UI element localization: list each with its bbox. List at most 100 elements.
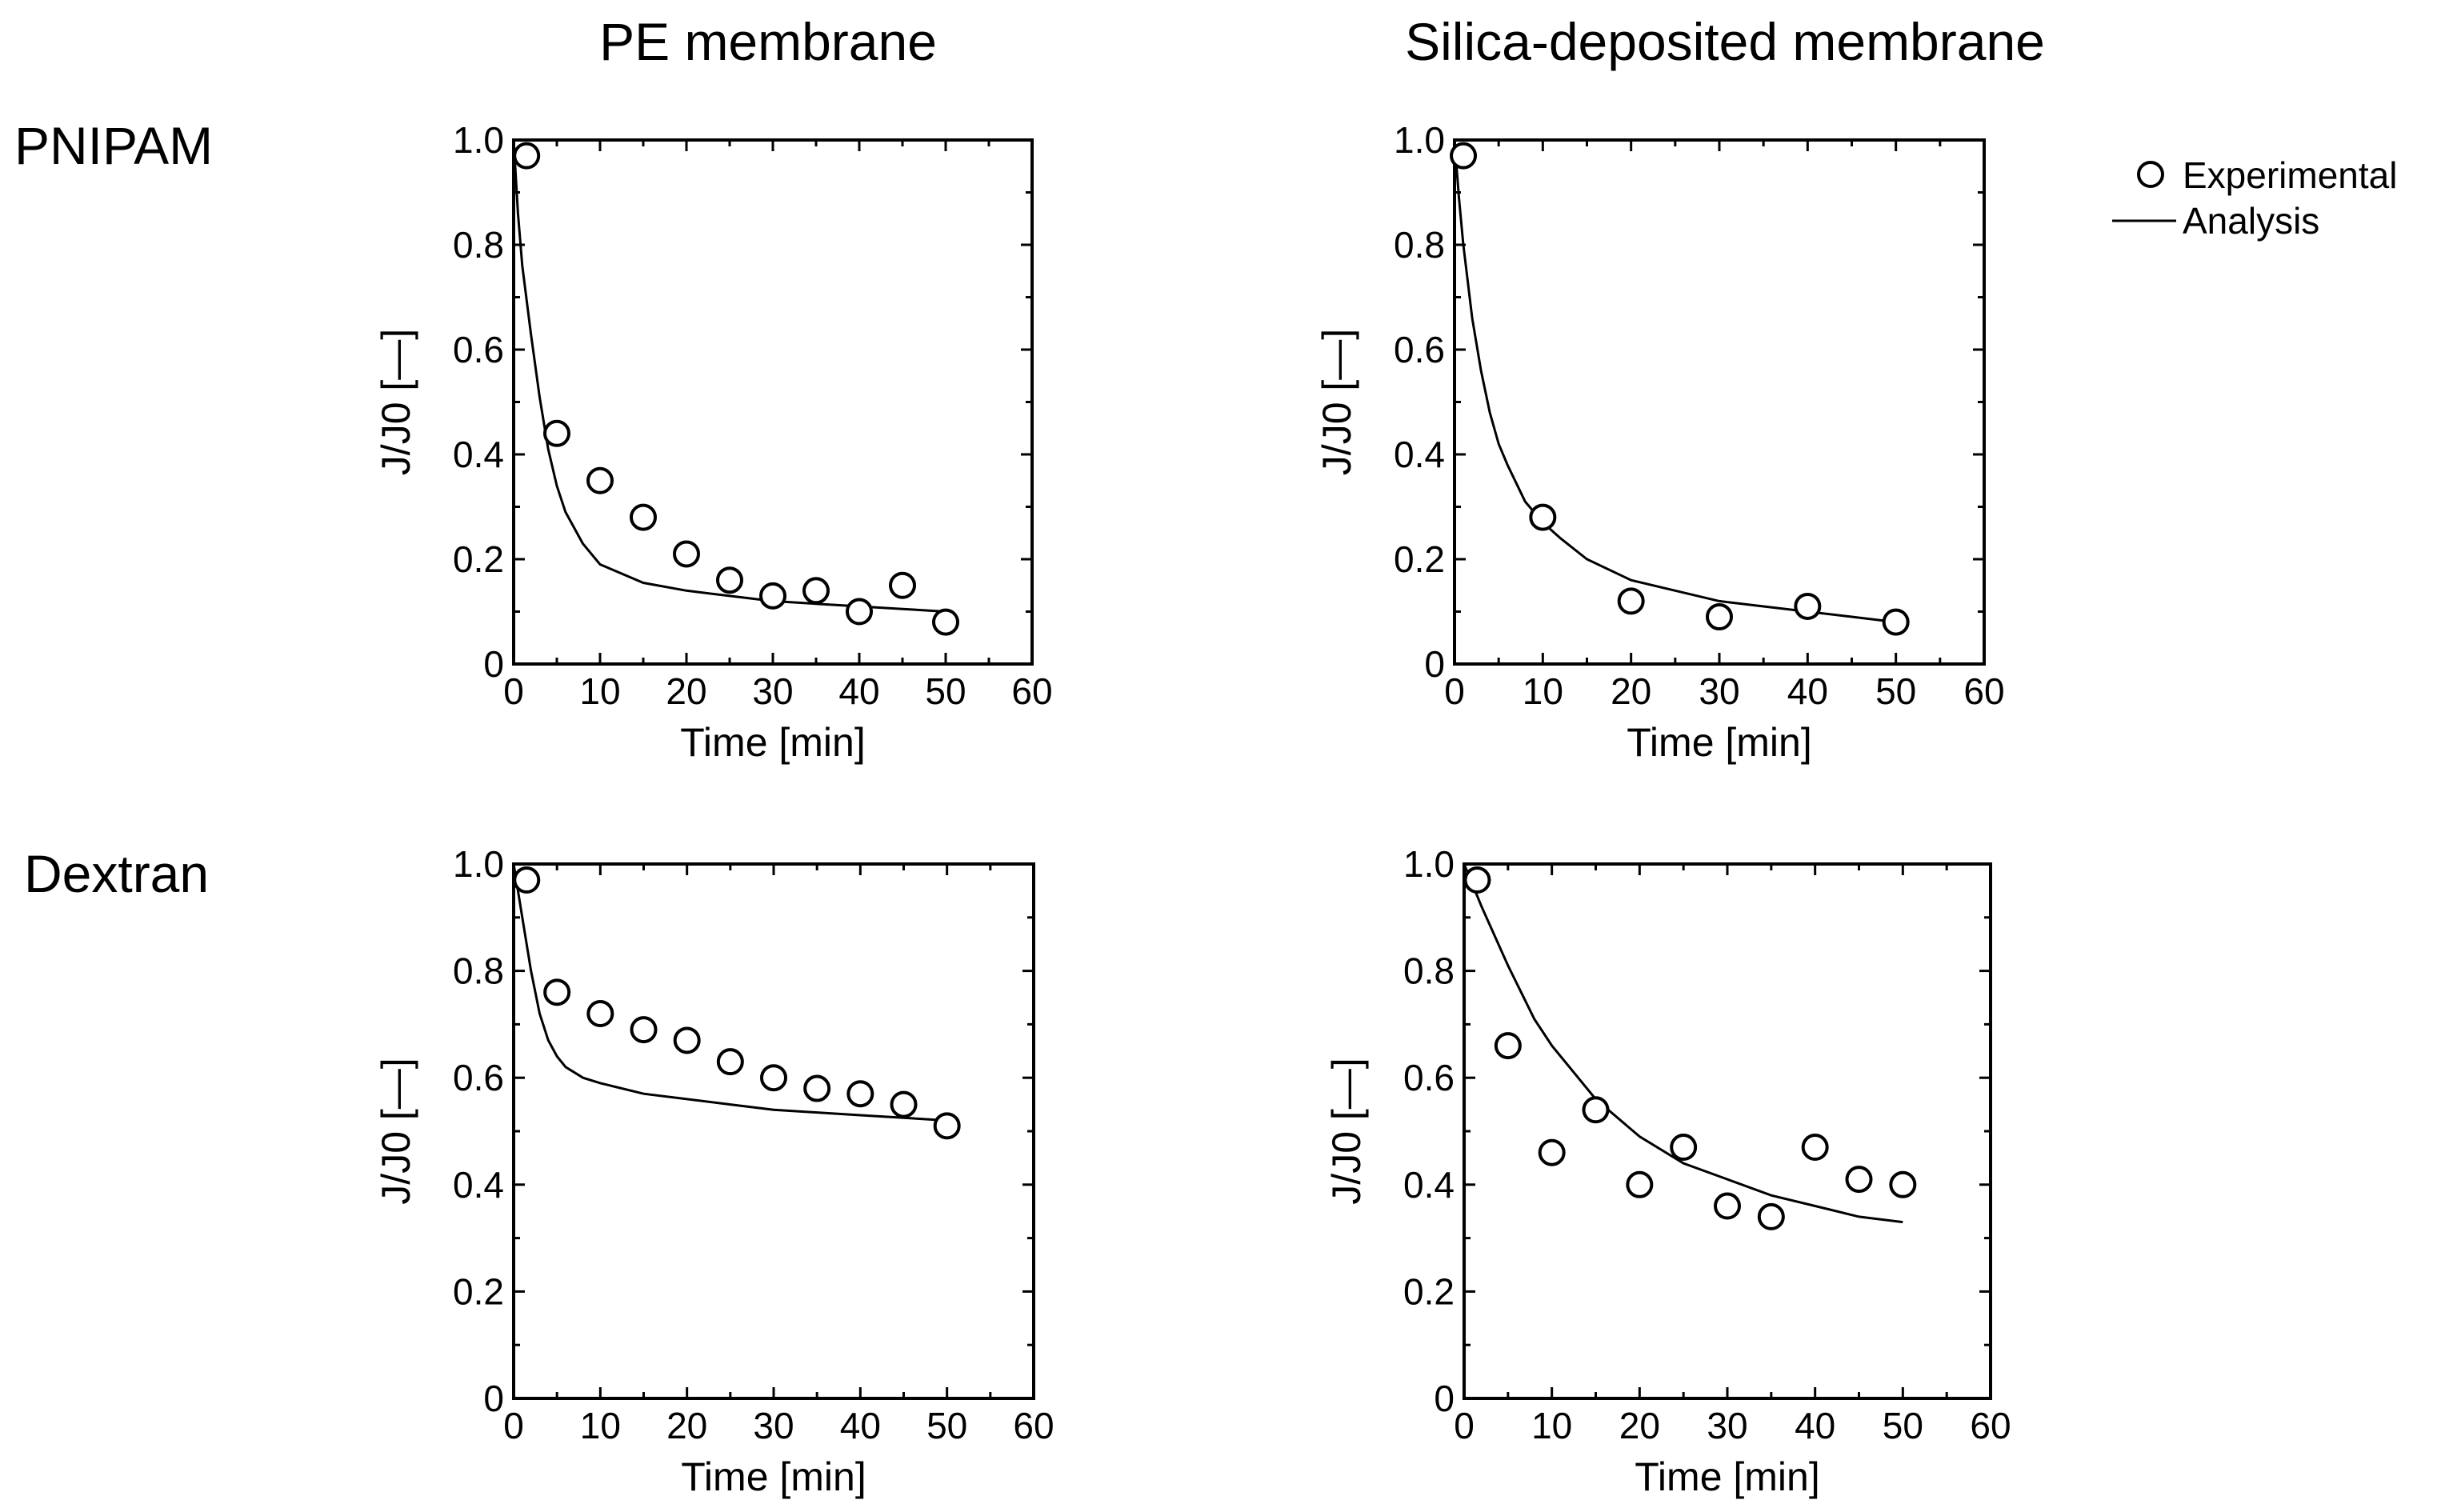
chart-pnipam-silica: 0 10 20 30 40 50 60 0 0.2 0.4 0.6 0.8 1.0 Time [min] J… <box>1315 119 2005 765</box>
y-tick-label: 0.8 <box>1394 224 1445 266</box>
x-tick-label: 20 <box>1619 1405 1660 1446</box>
chart-dextran-pe: 0 10 20 30 40 50 60 0 0.2 0.4 0.6 0.8 1.0 Time [min] J… <box>374 843 1054 1499</box>
y-tick-label: 1.0 <box>1403 843 1455 885</box>
experimental-point <box>513 866 541 894</box>
x-tick-label: 60 <box>1963 670 2004 712</box>
x-tick-label: 20 <box>666 670 706 712</box>
x-tick-label: 50 <box>1875 670 1916 712</box>
y-axis-title: J/J0 [—] <box>374 329 418 475</box>
y-axis-title: J/J0 [—] <box>374 1058 418 1204</box>
x-tick-label: 0 <box>503 670 524 712</box>
x-tick-label: 60 <box>1013 1405 1054 1446</box>
experimental-point <box>889 571 916 599</box>
experimental-point <box>933 1112 961 1140</box>
experimental-point <box>1757 1202 1785 1230</box>
experimental-point <box>1889 1170 1917 1198</box>
x-tick-label: 0 <box>1444 670 1465 712</box>
x-tick-label: 10 <box>1523 670 1563 712</box>
experimental-point <box>1801 1134 1829 1162</box>
experimental-point <box>513 142 541 170</box>
row-label-dextran: Dextran <box>24 844 209 903</box>
y-tick-label: 0.6 <box>1403 1057 1455 1098</box>
y-tick-label: 1.0 <box>453 843 504 885</box>
experimental-point <box>1706 603 1733 631</box>
y-tick-label: 0.6 <box>453 1057 504 1098</box>
chart-pnipam-pe: 0 10 20 30 40 50 60 0 0.2 0.4 0.6 0.8 1.0 Time [min] J… <box>374 119 1053 765</box>
experimental-point <box>890 1090 918 1118</box>
experimental-point <box>543 978 571 1006</box>
experimental-point <box>630 503 657 531</box>
y-tick-label: 0.4 <box>453 434 504 475</box>
y-tick-label: 0.8 <box>1403 950 1455 992</box>
experimental-point <box>1670 1134 1698 1162</box>
experimental-point <box>802 577 830 605</box>
x-tick-label: 30 <box>1699 670 1739 712</box>
experimental-point <box>846 1080 874 1108</box>
experimental-point <box>673 540 700 568</box>
x-tick-label: 40 <box>840 1405 881 1446</box>
experimental-point <box>716 1048 744 1076</box>
experimental-point <box>932 608 959 636</box>
x-tick-label: 50 <box>925 670 966 712</box>
experimental-point <box>1617 587 1645 615</box>
x-tick-label: 50 <box>1883 1405 1923 1446</box>
experimental-point <box>586 1000 614 1028</box>
x-tick-label: 10 <box>580 1405 621 1446</box>
experimental-point <box>1845 1166 1873 1194</box>
experimental-point <box>803 1074 831 1102</box>
experimental-point <box>1794 592 1822 620</box>
experimental-point <box>630 1016 658 1044</box>
experimental-point <box>673 1026 701 1054</box>
y-tick-label: 0 <box>1424 643 1445 685</box>
x-tick-label: 60 <box>1970 1405 2011 1446</box>
experimental-point <box>1882 608 1910 636</box>
x-tick-label: 10 <box>579 670 620 712</box>
y-tick-label: 1.0 <box>453 119 504 161</box>
experimental-point <box>1450 142 1478 170</box>
column-title-silica: Silica-deposited membrane <box>1405 12 2045 71</box>
y-tick-label: 0.2 <box>1394 538 1445 580</box>
y-tick-label: 0 <box>1434 1378 1455 1419</box>
y-tick-label: 0.2 <box>453 538 504 580</box>
legend-analysis-label: Analysis <box>2183 200 2319 242</box>
legend-experimental-label: Experimental <box>2183 154 2397 196</box>
x-tick-label: 50 <box>926 1405 967 1446</box>
x-tick-label: 40 <box>1795 1405 1835 1446</box>
x-tick-label: 30 <box>1707 1405 1747 1446</box>
experimental-point <box>759 582 786 610</box>
plot-frame <box>1463 862 1992 1400</box>
y-tick-label: 0.4 <box>453 1164 504 1206</box>
chart-panels: 0 10 20 30 40 50 60 0 0.2 0.4 0.6 0.8 1.0 Time [min] J… <box>374 119 2011 1499</box>
y-tick-label: 0.8 <box>453 950 504 992</box>
experimental-point <box>1538 1138 1566 1166</box>
x-tick-label: 30 <box>753 1405 794 1446</box>
analysis-line <box>1453 139 1896 624</box>
y-axis-title: J/J0 [—] <box>1324 1058 1369 1204</box>
x-tick-label: 0 <box>1454 1405 1475 1446</box>
y-tick-label: 0.2 <box>1403 1270 1455 1312</box>
column-title-pe: PE membrane <box>599 12 937 71</box>
y-axis-title: J/J0 [—] <box>1315 329 1359 475</box>
y-tick-label: 0 <box>483 1378 504 1419</box>
x-tick-label: 20 <box>1611 670 1651 712</box>
x-tick-label: 60 <box>1011 670 1052 712</box>
y-tick-label: 0.2 <box>453 1270 504 1312</box>
plot-frame <box>1453 138 1986 666</box>
x-axis-title: Time [min] <box>681 1454 866 1499</box>
x-tick-label: 20 <box>666 1405 707 1446</box>
experimental-point <box>1714 1192 1741 1220</box>
experimental-point <box>1582 1096 1610 1124</box>
x-axis-title: Time [min] <box>1635 1454 1820 1499</box>
experimental-point <box>1626 1170 1654 1198</box>
y-tick-label: 0.4 <box>1394 434 1445 475</box>
analysis-line <box>512 863 947 1122</box>
experimental-point <box>1494 1032 1522 1060</box>
experimental-point <box>716 566 743 594</box>
y-tick-label: 0.4 <box>1403 1164 1455 1206</box>
experimental-point <box>1463 866 1491 894</box>
y-tick-label: 1.0 <box>1394 119 1445 161</box>
experimental-point <box>1529 503 1557 531</box>
row-label-pnipam: PNIPAM <box>14 116 213 175</box>
y-tick-label: 0.6 <box>1394 329 1445 370</box>
